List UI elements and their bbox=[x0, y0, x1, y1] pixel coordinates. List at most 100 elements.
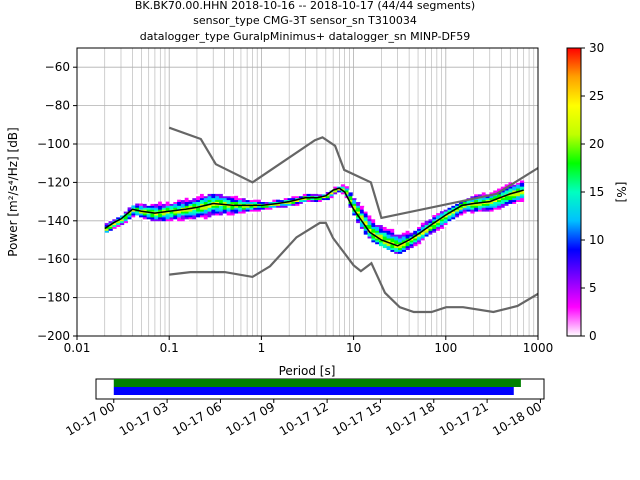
psd-density-cell bbox=[161, 209, 167, 212]
psd-density-cell bbox=[489, 203, 494, 206]
psd-density-cell bbox=[249, 197, 254, 201]
psd-density-cell bbox=[177, 211, 182, 214]
psd-density-cell bbox=[458, 201, 464, 204]
psd-density-cell bbox=[432, 228, 437, 231]
psd-density-cell bbox=[390, 228, 395, 231]
psd-density-cell bbox=[508, 186, 513, 189]
psd-density-cell bbox=[199, 209, 205, 212]
timeline-tick-label: 10-17 12 bbox=[277, 399, 331, 438]
psd-density-cell bbox=[150, 216, 155, 220]
psd-density-cell bbox=[257, 201, 262, 204]
psd-density-cell bbox=[443, 220, 448, 224]
psd-density-cell bbox=[325, 199, 330, 202]
psd-density-cell bbox=[169, 201, 174, 204]
psd-density-cell bbox=[500, 203, 506, 206]
psd-density-cell bbox=[363, 218, 368, 222]
psd-density-cell bbox=[108, 220, 113, 224]
psd-density-cell bbox=[268, 201, 273, 204]
psd-density-cell bbox=[504, 190, 509, 193]
psd-density-cell bbox=[394, 228, 399, 231]
psd-density-cell bbox=[241, 199, 247, 202]
psd-density-cell bbox=[481, 197, 487, 201]
psd-density-cell bbox=[245, 201, 250, 204]
psd-density-cell bbox=[375, 234, 380, 237]
psd-density-cell bbox=[260, 201, 266, 204]
psd-density-cell bbox=[447, 205, 452, 208]
psd-density-cell bbox=[142, 213, 148, 216]
psd-density-cell bbox=[184, 218, 189, 222]
psd-density-cell bbox=[378, 228, 384, 231]
psd-density-cell bbox=[154, 218, 159, 222]
x-tick-label: 10 bbox=[346, 341, 361, 355]
psd-density-cell bbox=[424, 220, 429, 224]
psd-density-cell bbox=[253, 199, 258, 202]
psd-density-cell bbox=[234, 201, 239, 204]
psd-density-cell bbox=[123, 211, 129, 214]
psd-density-cell bbox=[253, 201, 258, 204]
psd-density-cell bbox=[203, 205, 208, 208]
psd-density-cell bbox=[230, 213, 235, 216]
psd-density-cell bbox=[367, 228, 372, 231]
psd-density-cell bbox=[211, 199, 216, 202]
psd-density-cell bbox=[139, 211, 144, 214]
psd-density-cell bbox=[371, 240, 376, 243]
timeline-tick-label: 10-17 09 bbox=[224, 399, 278, 438]
psd-density-cell bbox=[192, 201, 197, 204]
psd-density-cell bbox=[428, 222, 433, 226]
psd-density-cell bbox=[466, 205, 471, 208]
psd-density-cell bbox=[432, 224, 437, 227]
psd-density-cell bbox=[462, 201, 467, 204]
psd-density-cell bbox=[481, 190, 487, 193]
psd-density-cell bbox=[268, 207, 273, 210]
psd-density-cell bbox=[474, 207, 479, 210]
psd-density-cell bbox=[436, 222, 441, 226]
psd-density-cell bbox=[318, 199, 323, 202]
psd-density-cell bbox=[382, 222, 388, 226]
psd-density-cell bbox=[466, 207, 471, 210]
plot-frame bbox=[76, 47, 539, 337]
psd-density-cell bbox=[424, 222, 429, 226]
psd-density-cell bbox=[382, 245, 388, 249]
psd-density-cell bbox=[519, 193, 525, 197]
psd-density-cell bbox=[352, 205, 357, 208]
psd-density-cell bbox=[466, 211, 471, 214]
psd-density-cell bbox=[405, 234, 410, 237]
psd-density-cell bbox=[291, 201, 296, 204]
psd-density-cell bbox=[401, 238, 407, 241]
psd-density-cell bbox=[177, 213, 182, 216]
psd-density-cell bbox=[184, 205, 189, 208]
psd-density-cell bbox=[192, 215, 197, 218]
psd-density-cell bbox=[478, 190, 483, 193]
psd-density-cell bbox=[306, 199, 311, 202]
psd-density-cell bbox=[279, 197, 285, 201]
psd-density-cell bbox=[359, 211, 365, 214]
psd-density-cell bbox=[470, 205, 475, 208]
psd-density-cell bbox=[519, 182, 525, 185]
psd-density-cell bbox=[386, 224, 391, 227]
psd-density-cell bbox=[512, 195, 517, 199]
psd-density-cell bbox=[386, 243, 391, 247]
psd-density-cell bbox=[409, 232, 414, 235]
psd-density-cell bbox=[356, 201, 361, 204]
psd-density-cell bbox=[436, 215, 441, 218]
psd-density-cell bbox=[371, 215, 376, 218]
psd-density-cell bbox=[310, 193, 315, 197]
psd-density-cell bbox=[158, 209, 163, 212]
psd-density-cell bbox=[382, 238, 388, 241]
psd-density-cell bbox=[146, 205, 151, 208]
psd-density-cell bbox=[196, 195, 201, 199]
psd-density-cell bbox=[268, 205, 273, 208]
psd-density-cell bbox=[375, 216, 380, 220]
psd-density-cell bbox=[398, 230, 403, 233]
psd-density-cell bbox=[302, 201, 308, 204]
psd-density-cell bbox=[500, 201, 506, 204]
psd-density-cell bbox=[405, 238, 410, 241]
psd-density-cell bbox=[291, 195, 296, 199]
psd-density-cell bbox=[203, 215, 208, 218]
colorbar: 0 5 10 15 20 25 30 [%] bbox=[566, 41, 628, 343]
psd-density-cell bbox=[177, 205, 182, 208]
psd-density-cell bbox=[272, 201, 277, 204]
psd-density-cell bbox=[192, 193, 197, 197]
psd-density-cell bbox=[154, 203, 159, 206]
psd-density-cell bbox=[478, 209, 483, 212]
